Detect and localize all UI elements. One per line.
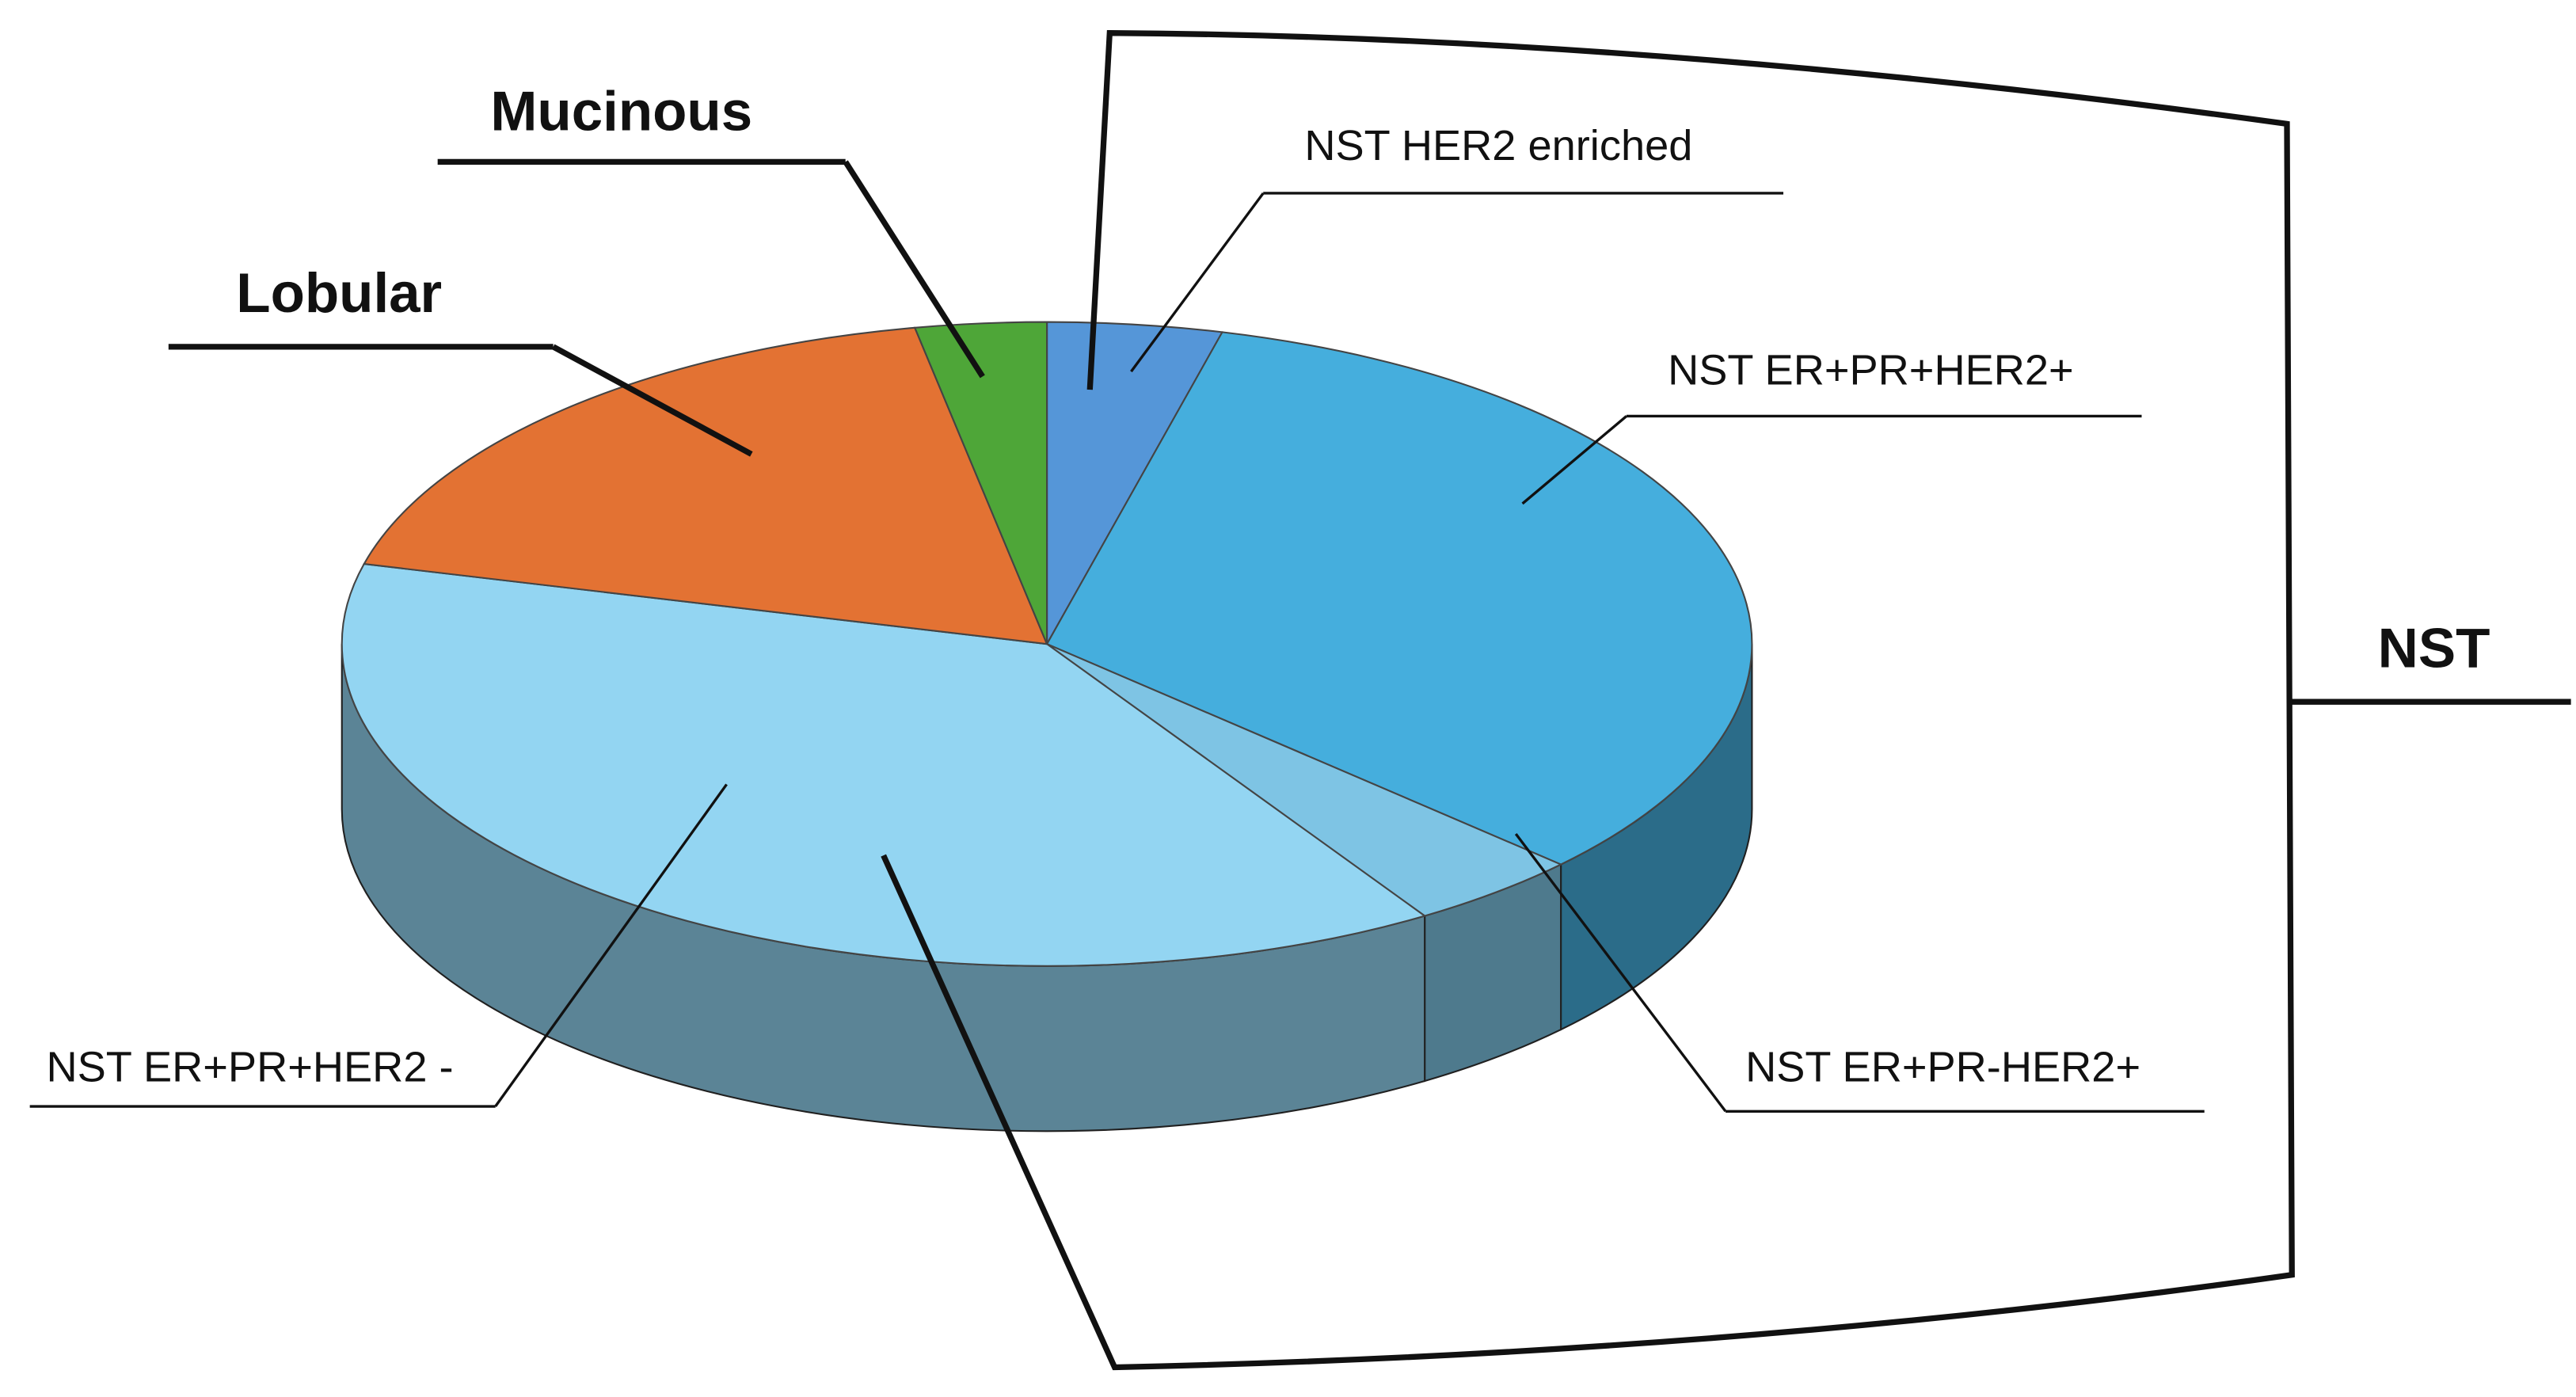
slice-label: NST ER+PR-HER2+ <box>1745 1043 2140 1091</box>
nst-bracket <box>881 30 2295 1371</box>
pie-slice <box>1046 321 1224 648</box>
slice-label: Lobular <box>236 262 442 325</box>
leader-line <box>494 783 728 1107</box>
pie-slice <box>1045 331 1753 866</box>
pie-slice <box>913 321 1048 645</box>
slice-label: NST ER+PR+HER2 - <box>47 1043 454 1091</box>
pie-slice <box>341 562 1427 967</box>
labels: NST HER2 enriched NST ER+PR+HER2+ NST ER+P… <box>29 81 2205 1113</box>
slice-label: NST HER2 enriched <box>1304 122 1692 169</box>
leader-line <box>1130 192 1265 373</box>
slice-label: NST ER+PR+HER2+ <box>1668 347 2074 394</box>
group-label: NST <box>2378 617 2490 679</box>
leader-line <box>1521 415 1628 505</box>
pie <box>341 321 1753 1132</box>
slice-label: Mucinous <box>490 81 752 143</box>
leader-line <box>551 344 753 457</box>
pie-slice <box>363 326 1048 645</box>
leader-line <box>843 160 985 379</box>
pie-slice <box>1046 643 1563 917</box>
leader-line <box>1514 832 1727 1113</box>
